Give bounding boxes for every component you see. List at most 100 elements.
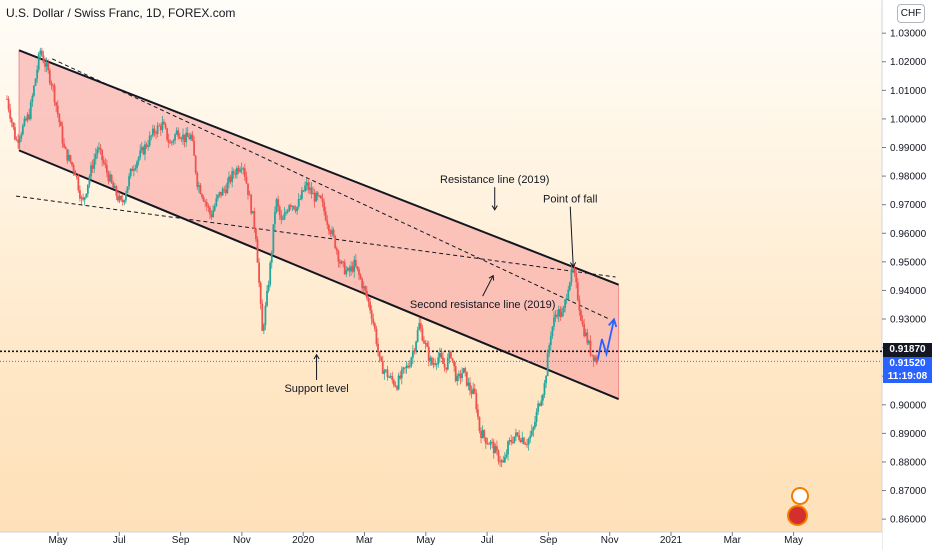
candle-body — [413, 350, 416, 352]
candle-body — [142, 147, 145, 155]
candle-body — [405, 365, 408, 369]
candle-body — [353, 259, 356, 272]
candle-body — [315, 192, 318, 202]
candle-body — [118, 195, 121, 201]
candle-body — [224, 189, 227, 194]
candle-body — [457, 373, 460, 376]
candle-body — [299, 198, 302, 200]
candle-body — [534, 421, 536, 428]
currency-button[interactable]: CHF — [897, 4, 925, 23]
candle-body — [110, 174, 113, 183]
candle-body — [594, 357, 597, 361]
candle-body — [121, 199, 124, 203]
candle-body — [537, 403, 540, 412]
candle-body — [10, 118, 13, 123]
candle-body — [335, 248, 338, 252]
candle-body — [464, 368, 467, 372]
candle-body — [323, 202, 325, 212]
candle-body — [475, 392, 478, 410]
candle-body — [451, 358, 454, 361]
candle-body — [580, 310, 582, 321]
candle-body — [562, 307, 565, 313]
candle-body — [185, 132, 188, 143]
candle-body — [253, 211, 256, 229]
candle-body — [327, 224, 330, 232]
candle-body — [294, 209, 297, 212]
time-tick-label: May — [416, 535, 435, 546]
candle-body — [226, 182, 229, 194]
candle-body — [128, 176, 130, 187]
annotation-arrow-head — [570, 262, 577, 268]
candle-body — [134, 167, 137, 170]
candle-body — [532, 427, 535, 431]
candle-body — [53, 85, 56, 103]
candle-body — [31, 95, 34, 103]
candle-body — [581, 320, 584, 325]
candle-body — [343, 262, 346, 275]
candle-body — [332, 229, 335, 236]
candle-body — [372, 318, 375, 324]
candle-body — [258, 262, 260, 283]
candle-body — [277, 199, 280, 207]
candle-body — [476, 409, 479, 417]
candle-body — [296, 206, 299, 212]
candle-body — [147, 145, 150, 147]
candle-body — [109, 174, 111, 182]
candle-body — [112, 182, 115, 189]
time-tick-label: May — [784, 535, 803, 546]
candle-body — [125, 192, 127, 201]
candle-body — [491, 441, 494, 443]
candle-body — [508, 439, 511, 442]
candle-body — [510, 439, 513, 443]
candle-body — [554, 314, 557, 318]
candle-body — [14, 127, 16, 140]
time-tick-label: Jul — [481, 535, 494, 546]
candle-body — [524, 444, 527, 445]
candle-body — [67, 155, 70, 161]
time-axis-background — [0, 532, 882, 550]
flag-event-icon[interactable] — [787, 505, 808, 526]
candle-body — [164, 124, 167, 129]
candle-body — [301, 190, 303, 199]
candle-body — [194, 155, 197, 173]
candle-body — [546, 353, 549, 377]
candle-body — [52, 85, 54, 87]
price-tick-label: 0.99000 — [890, 143, 927, 154]
candle-body — [281, 219, 284, 221]
candle-body — [117, 195, 119, 201]
candle-body — [167, 139, 170, 143]
candle-body — [269, 262, 272, 285]
candle-body — [459, 373, 462, 379]
candle-body — [538, 403, 541, 406]
candle-body — [9, 109, 12, 119]
event-marker-icon[interactable] — [791, 487, 809, 505]
candle-body — [216, 194, 219, 199]
candle-body — [15, 139, 18, 141]
candle-body — [346, 268, 349, 271]
candle-body — [453, 360, 456, 367]
candle-body — [237, 167, 240, 172]
candle-body — [467, 382, 470, 386]
candle-body — [48, 70, 51, 83]
candle-body — [201, 194, 203, 198]
candle-body — [337, 251, 340, 262]
candle-body — [561, 312, 563, 317]
candle-body — [242, 168, 245, 170]
channel-upper-line — [18, 49, 619, 286]
candle-body — [77, 177, 80, 191]
candle-body — [85, 193, 88, 198]
candle-body — [454, 366, 457, 382]
candle-body — [297, 199, 300, 207]
candle-body — [394, 385, 397, 387]
candle-body — [99, 147, 102, 150]
candle-body — [366, 290, 368, 298]
last-price-tag: 0.91520 11:19:08 — [883, 357, 932, 383]
candle-body — [33, 85, 35, 96]
candle-body — [494, 446, 497, 454]
candle-body — [270, 252, 273, 263]
chart-annotations: Resistance line (2019) Point of fall Secon… — [284, 174, 597, 395]
candle-body — [397, 375, 400, 390]
candle-body — [197, 185, 200, 187]
candle-body — [86, 184, 89, 194]
